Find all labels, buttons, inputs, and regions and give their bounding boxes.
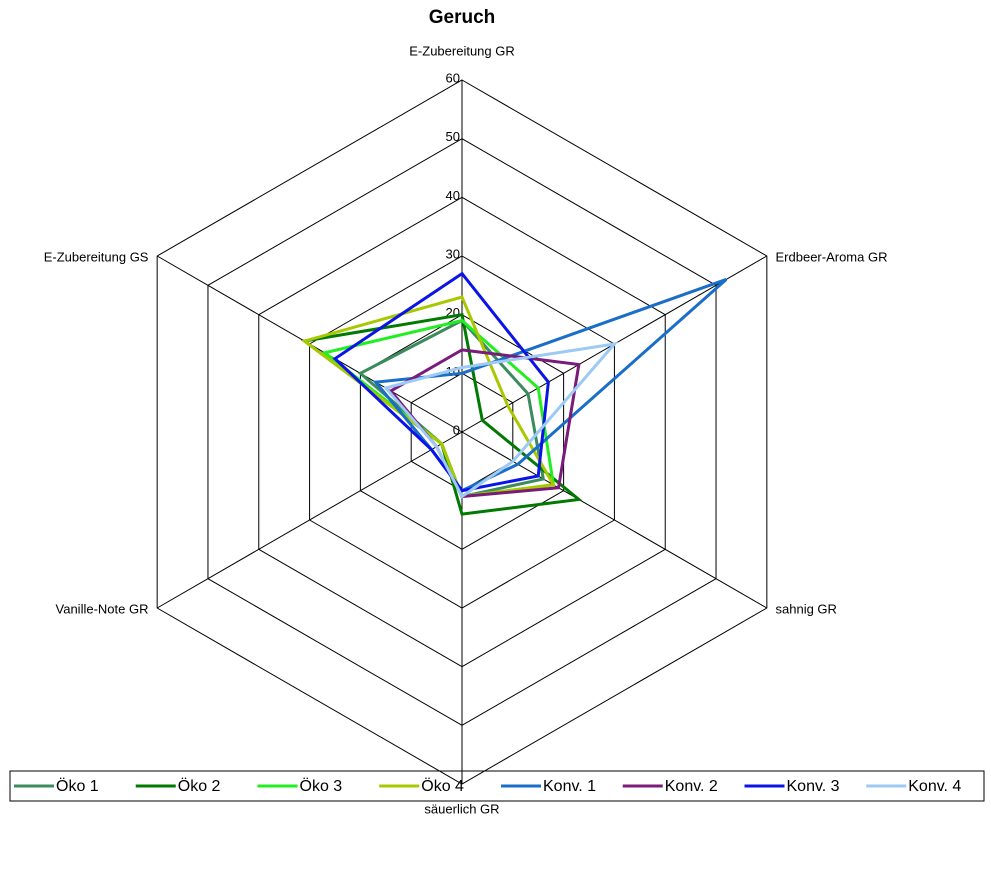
axis-label: Vanille-Note GR [56, 601, 149, 616]
chart-title: Geruch [429, 7, 496, 28]
axis-label: säuerlich GR [424, 801, 499, 816]
legend-box [9, 770, 985, 802]
axis-label: Erdbeer-Aroma GR [776, 249, 888, 264]
series-line [300, 312, 583, 516]
legend-label: Konv. 3 [787, 778, 840, 795]
series-line [332, 271, 550, 493]
tick-label: 30 [446, 246, 460, 261]
legend-label: Konv. 1 [543, 778, 596, 795]
tick-label: 60 [446, 70, 460, 85]
tick-label: 40 [446, 188, 460, 203]
legend-label: Öko 3 [300, 777, 343, 795]
legend-label: Öko 4 [421, 777, 464, 795]
spoke [156, 431, 463, 609]
legend-label: Öko 2 [178, 777, 221, 795]
legend-label: Öko 1 [56, 777, 99, 795]
axis-label: E-Zubereitung GR [409, 43, 515, 58]
series-line [372, 278, 728, 493]
legend-label: Konv. 4 [908, 778, 961, 795]
tick-label: 0 [453, 422, 460, 437]
axis-label: sahnig GR [776, 601, 837, 616]
series-line [383, 341, 619, 499]
tick-label: 50 [446, 129, 460, 144]
legend-label: Konv. 2 [665, 778, 718, 795]
axis-label: E-Zubereitung GS [44, 249, 149, 264]
